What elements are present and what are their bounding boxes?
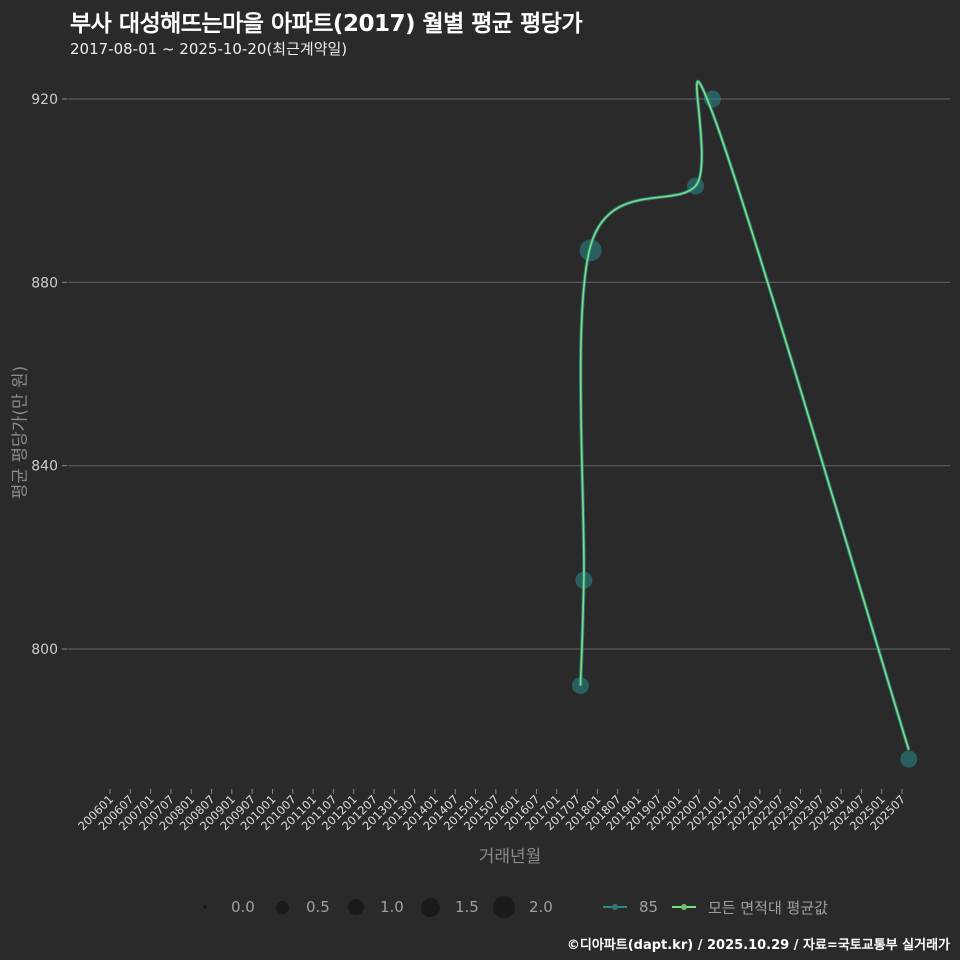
chart-subtitle: 2017-08-01 ~ 2025-10-20(최근계약일)	[70, 40, 348, 58]
legend: 0.0 0.5 1.0 1.5 2.0 85 모든 면적대 평균값	[0, 894, 960, 920]
size-dot-icon	[421, 897, 440, 917]
size-dot-icon	[203, 905, 207, 909]
legend-size-1: 1.0	[348, 894, 404, 920]
size-dot-icon	[348, 899, 364, 915]
green-line-key-icon	[672, 904, 696, 910]
legend-series-all: 모든 면적대 평균값	[672, 894, 828, 920]
x-axis-label: 거래년월	[478, 847, 542, 867]
legend-series-85: 85	[603, 894, 658, 920]
y-tick-label: 880	[31, 275, 58, 291]
series-all-line	[579, 80, 910, 751]
size-dot-icon	[276, 900, 289, 914]
data-point	[900, 750, 918, 768]
y-tick-label: 920	[31, 92, 58, 108]
size-dot-icon	[493, 896, 515, 918]
legend-size-0: 0.0	[203, 894, 255, 920]
y-tick-label: 840	[31, 459, 58, 475]
legend-size-05: 0.5	[276, 894, 330, 920]
chart-title: 부사 대성해뜨는마을 아파트(2017) 월별 평균 평당가	[70, 11, 583, 37]
y-tick-label: 800	[31, 642, 58, 658]
legend-size-2: 2.0	[493, 894, 553, 920]
legend-size-15: 1.5	[421, 894, 479, 920]
source-caption: ©디아파트(dapt.kr) / 2025.10.29 / 자료=국토교통부 실…	[566, 938, 950, 953]
y-axis-label: 평균 평당가(만 원)	[10, 365, 31, 500]
teal-line-key-icon	[603, 904, 627, 910]
